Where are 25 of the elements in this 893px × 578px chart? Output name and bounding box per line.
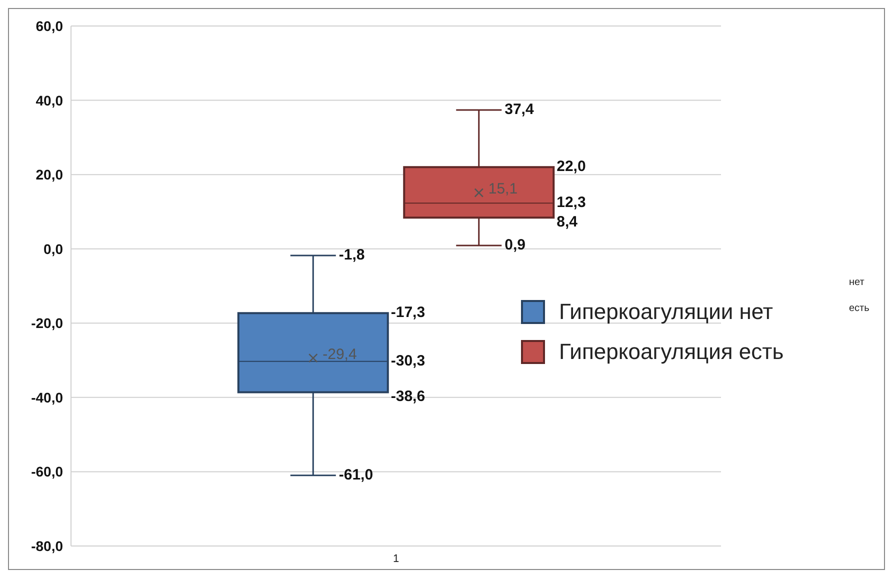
y-tick-label: -20,0 xyxy=(31,315,64,332)
annotation: -38,6 xyxy=(390,388,426,406)
text: нет xyxy=(849,277,866,290)
y-tick-label: -60,0 xyxy=(31,464,64,480)
annotation: 12,3 xyxy=(556,194,586,212)
annotation: 15,1 xyxy=(488,180,518,198)
y-tick-label: -40,0 xyxy=(31,389,64,406)
annotation: 22,0 xyxy=(556,158,586,176)
y-tick-label: -80,0 xyxy=(31,538,64,554)
legend-label: Гиперкоагуляция есть xyxy=(559,339,784,365)
annotation: -61,0 xyxy=(338,466,374,484)
x-tick-label: 1 xyxy=(392,552,400,565)
annotation: -17,3 xyxy=(390,304,426,322)
annotation: -29,4 xyxy=(322,346,357,364)
y-tick-label: 40,0 xyxy=(36,92,64,108)
text: есть xyxy=(849,303,870,316)
annotation: 0,9 xyxy=(504,236,526,254)
annotation: -30,3 xyxy=(390,352,426,370)
annotation: 37,4 xyxy=(504,100,534,118)
y-tick-label: 0,0 xyxy=(44,240,64,257)
y-tick-label: 20,0 xyxy=(36,166,64,183)
y-tick-label: 60,0 xyxy=(36,18,64,34)
legend-label: Гиперкоагуляции нет xyxy=(559,299,774,325)
annotation: -1,8 xyxy=(338,246,365,264)
annotation: 8,4 xyxy=(556,214,578,231)
